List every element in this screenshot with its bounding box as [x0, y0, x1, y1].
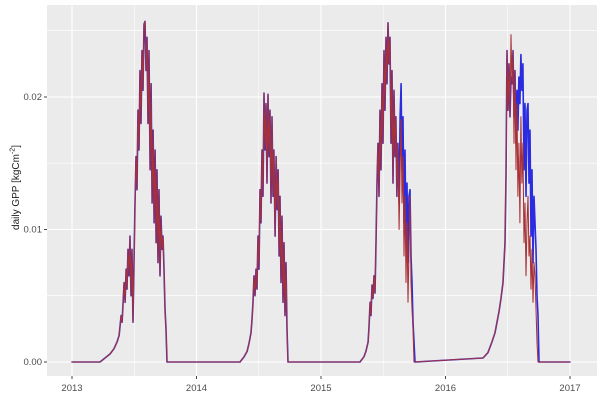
- x-tick-label: 2014: [186, 383, 207, 394]
- y-tick-label: 0.01: [24, 225, 43, 236]
- y-axis-title-superscript: -2: [9, 147, 17, 155]
- x-tick-label: 2013: [61, 383, 82, 394]
- y-tick-label: 0.02: [24, 92, 43, 103]
- y-tick-label: 0.00: [24, 357, 43, 368]
- x-tick-label: 2016: [435, 383, 456, 394]
- plot-panel: [47, 5, 597, 376]
- y-axis-title: daily GPP [kgCm-2]: [7, 128, 22, 248]
- series-red-line: [71, 20, 571, 363]
- y-axis-title-text: daily GPP [kgCm: [10, 154, 22, 230]
- x-tick-label: 2017: [559, 383, 580, 394]
- x-tick-label: 2015: [310, 383, 331, 394]
- y-axis-title-suffix: ]: [10, 145, 22, 148]
